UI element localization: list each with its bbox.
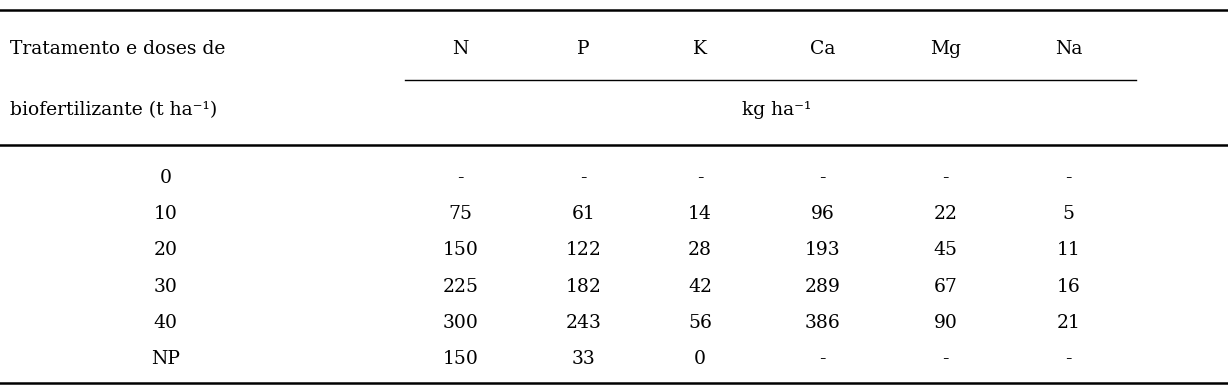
Text: 30: 30: [154, 278, 178, 296]
Text: 21: 21: [1056, 314, 1081, 332]
Text: -: -: [696, 169, 704, 187]
Text: Tratamento e doses de: Tratamento e doses de: [10, 40, 225, 58]
Text: 0: 0: [160, 169, 172, 187]
Text: 96: 96: [810, 205, 835, 223]
Text: 289: 289: [804, 278, 841, 296]
Text: 40: 40: [154, 314, 178, 332]
Text: 28: 28: [688, 241, 712, 260]
Text: -: -: [942, 350, 949, 368]
Text: 225: 225: [442, 278, 479, 296]
Text: 386: 386: [804, 314, 841, 332]
Text: -: -: [1065, 169, 1072, 187]
Text: 90: 90: [933, 314, 958, 332]
Text: -: -: [942, 169, 949, 187]
Text: 11: 11: [1056, 241, 1081, 260]
Text: 61: 61: [571, 205, 596, 223]
Text: 5: 5: [1062, 205, 1074, 223]
Text: 42: 42: [688, 278, 712, 296]
Text: 300: 300: [442, 314, 479, 332]
Text: 0: 0: [694, 350, 706, 368]
Text: Na: Na: [1055, 40, 1082, 58]
Text: 193: 193: [804, 241, 841, 260]
Text: N: N: [452, 40, 469, 58]
Text: 75: 75: [448, 205, 473, 223]
Text: 182: 182: [565, 278, 602, 296]
Text: 150: 150: [442, 241, 479, 260]
Text: kg ha⁻¹: kg ha⁻¹: [742, 101, 812, 119]
Text: Ca: Ca: [810, 40, 835, 58]
Text: 45: 45: [933, 241, 958, 260]
Text: biofertilizante (t ha⁻¹): biofertilizante (t ha⁻¹): [10, 101, 217, 119]
Text: 122: 122: [565, 241, 602, 260]
Text: -: -: [580, 169, 587, 187]
Text: Mg: Mg: [930, 40, 962, 58]
Text: K: K: [693, 40, 707, 58]
Text: -: -: [457, 169, 464, 187]
Text: 20: 20: [154, 241, 178, 260]
Text: -: -: [1065, 350, 1072, 368]
Text: 56: 56: [688, 314, 712, 332]
Text: -: -: [819, 169, 826, 187]
Text: 16: 16: [1056, 278, 1081, 296]
Text: 10: 10: [154, 205, 178, 223]
Text: 33: 33: [571, 350, 596, 368]
Text: 243: 243: [565, 314, 602, 332]
Text: NP: NP: [151, 350, 181, 368]
Text: -: -: [819, 350, 826, 368]
Text: 14: 14: [688, 205, 712, 223]
Text: 150: 150: [442, 350, 479, 368]
Text: 67: 67: [933, 278, 958, 296]
Text: P: P: [577, 40, 589, 58]
Text: 22: 22: [933, 205, 958, 223]
